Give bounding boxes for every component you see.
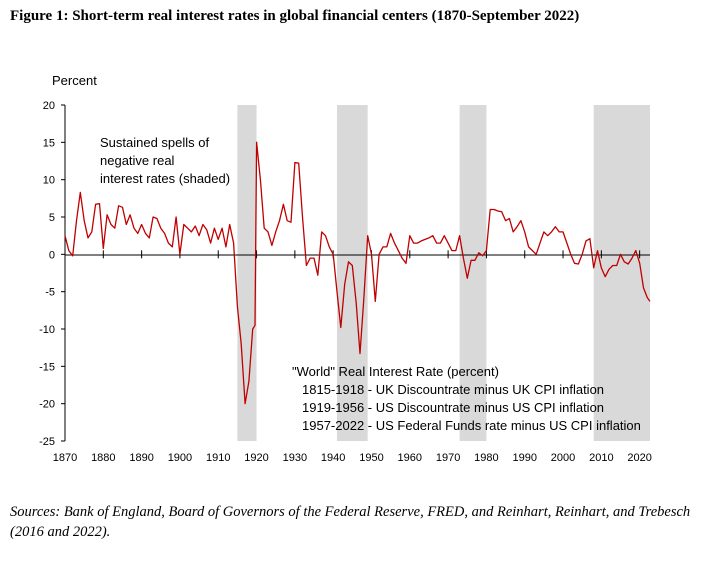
y-tick-label: -10 [39, 324, 55, 336]
x-tick-label: 1900 [168, 452, 192, 464]
y-tick-label: -25 [39, 436, 55, 448]
legend-title: "World" Real Interest Rate (percent) [292, 364, 499, 379]
legend: "World" Real Interest Rate (percent) 181… [292, 364, 641, 433]
figure-title: Figure 1: Short-term real interest rates… [10, 8, 580, 24]
x-tick-label: 1990 [512, 452, 536, 464]
x-tick-label: 1970 [436, 452, 460, 464]
x-tick-label: 1940 [321, 452, 345, 464]
y-tick-label: 15 [43, 137, 55, 149]
legend-entry: 1919-1956 - US Discountrate minus US CPI… [302, 400, 604, 415]
legend-entry: 1957-2022 - US Federal Funds rate minus … [302, 418, 641, 433]
y-tick-label: 5 [49, 212, 55, 224]
legend-entry: 1815-1918 - UK Discountrate minus UK CPI… [302, 382, 604, 397]
x-tick-label: 2020 [627, 452, 651, 464]
x-tick-label: 1880 [91, 452, 115, 464]
x-tick-label: 1930 [283, 452, 307, 464]
shade-annotation: Sustained spells of negative real intere… [100, 135, 230, 186]
y-tick-label: 20 [43, 100, 55, 112]
shade-annotation-line: interest rates (shaded) [100, 171, 230, 186]
shade-annotation-line: negative real [100, 153, 175, 168]
sources-note: Sources: Bank of England, Board of Gover… [10, 504, 691, 540]
x-tick-label: 1920 [244, 452, 268, 464]
x-tick-label: 2010 [589, 452, 613, 464]
line-chart: Percent 20 15 10 5 0 -5 -10 -15 -20 -25 1870 1880 1… [39, 73, 652, 464]
shaded-spell [337, 105, 368, 441]
y-tick-label: 0 [49, 249, 55, 261]
y-axis-label: Percent [52, 73, 97, 88]
y-axis-ticks: 20 15 10 5 0 -5 -10 -15 -20 -25 [39, 100, 65, 448]
y-tick-label: 10 [43, 175, 55, 187]
shade-annotation-line: Sustained spells of [100, 135, 210, 150]
x-tick-label: 1980 [474, 452, 498, 464]
y-tick-label: -5 [45, 287, 55, 299]
y-tick-label: -15 [39, 361, 55, 373]
x-tick-label: 1890 [129, 452, 153, 464]
series-line-world-real-rate [64, 141, 651, 405]
x-tick-label: 1910 [206, 452, 230, 464]
x-tick-label: 1960 [398, 452, 422, 464]
y-tick-label: -20 [39, 399, 55, 411]
x-tick-label: 1870 [53, 452, 77, 464]
x-tick-label: 2000 [551, 452, 575, 464]
x-tick-label: 1950 [359, 452, 383, 464]
shaded-spell [459, 105, 487, 441]
